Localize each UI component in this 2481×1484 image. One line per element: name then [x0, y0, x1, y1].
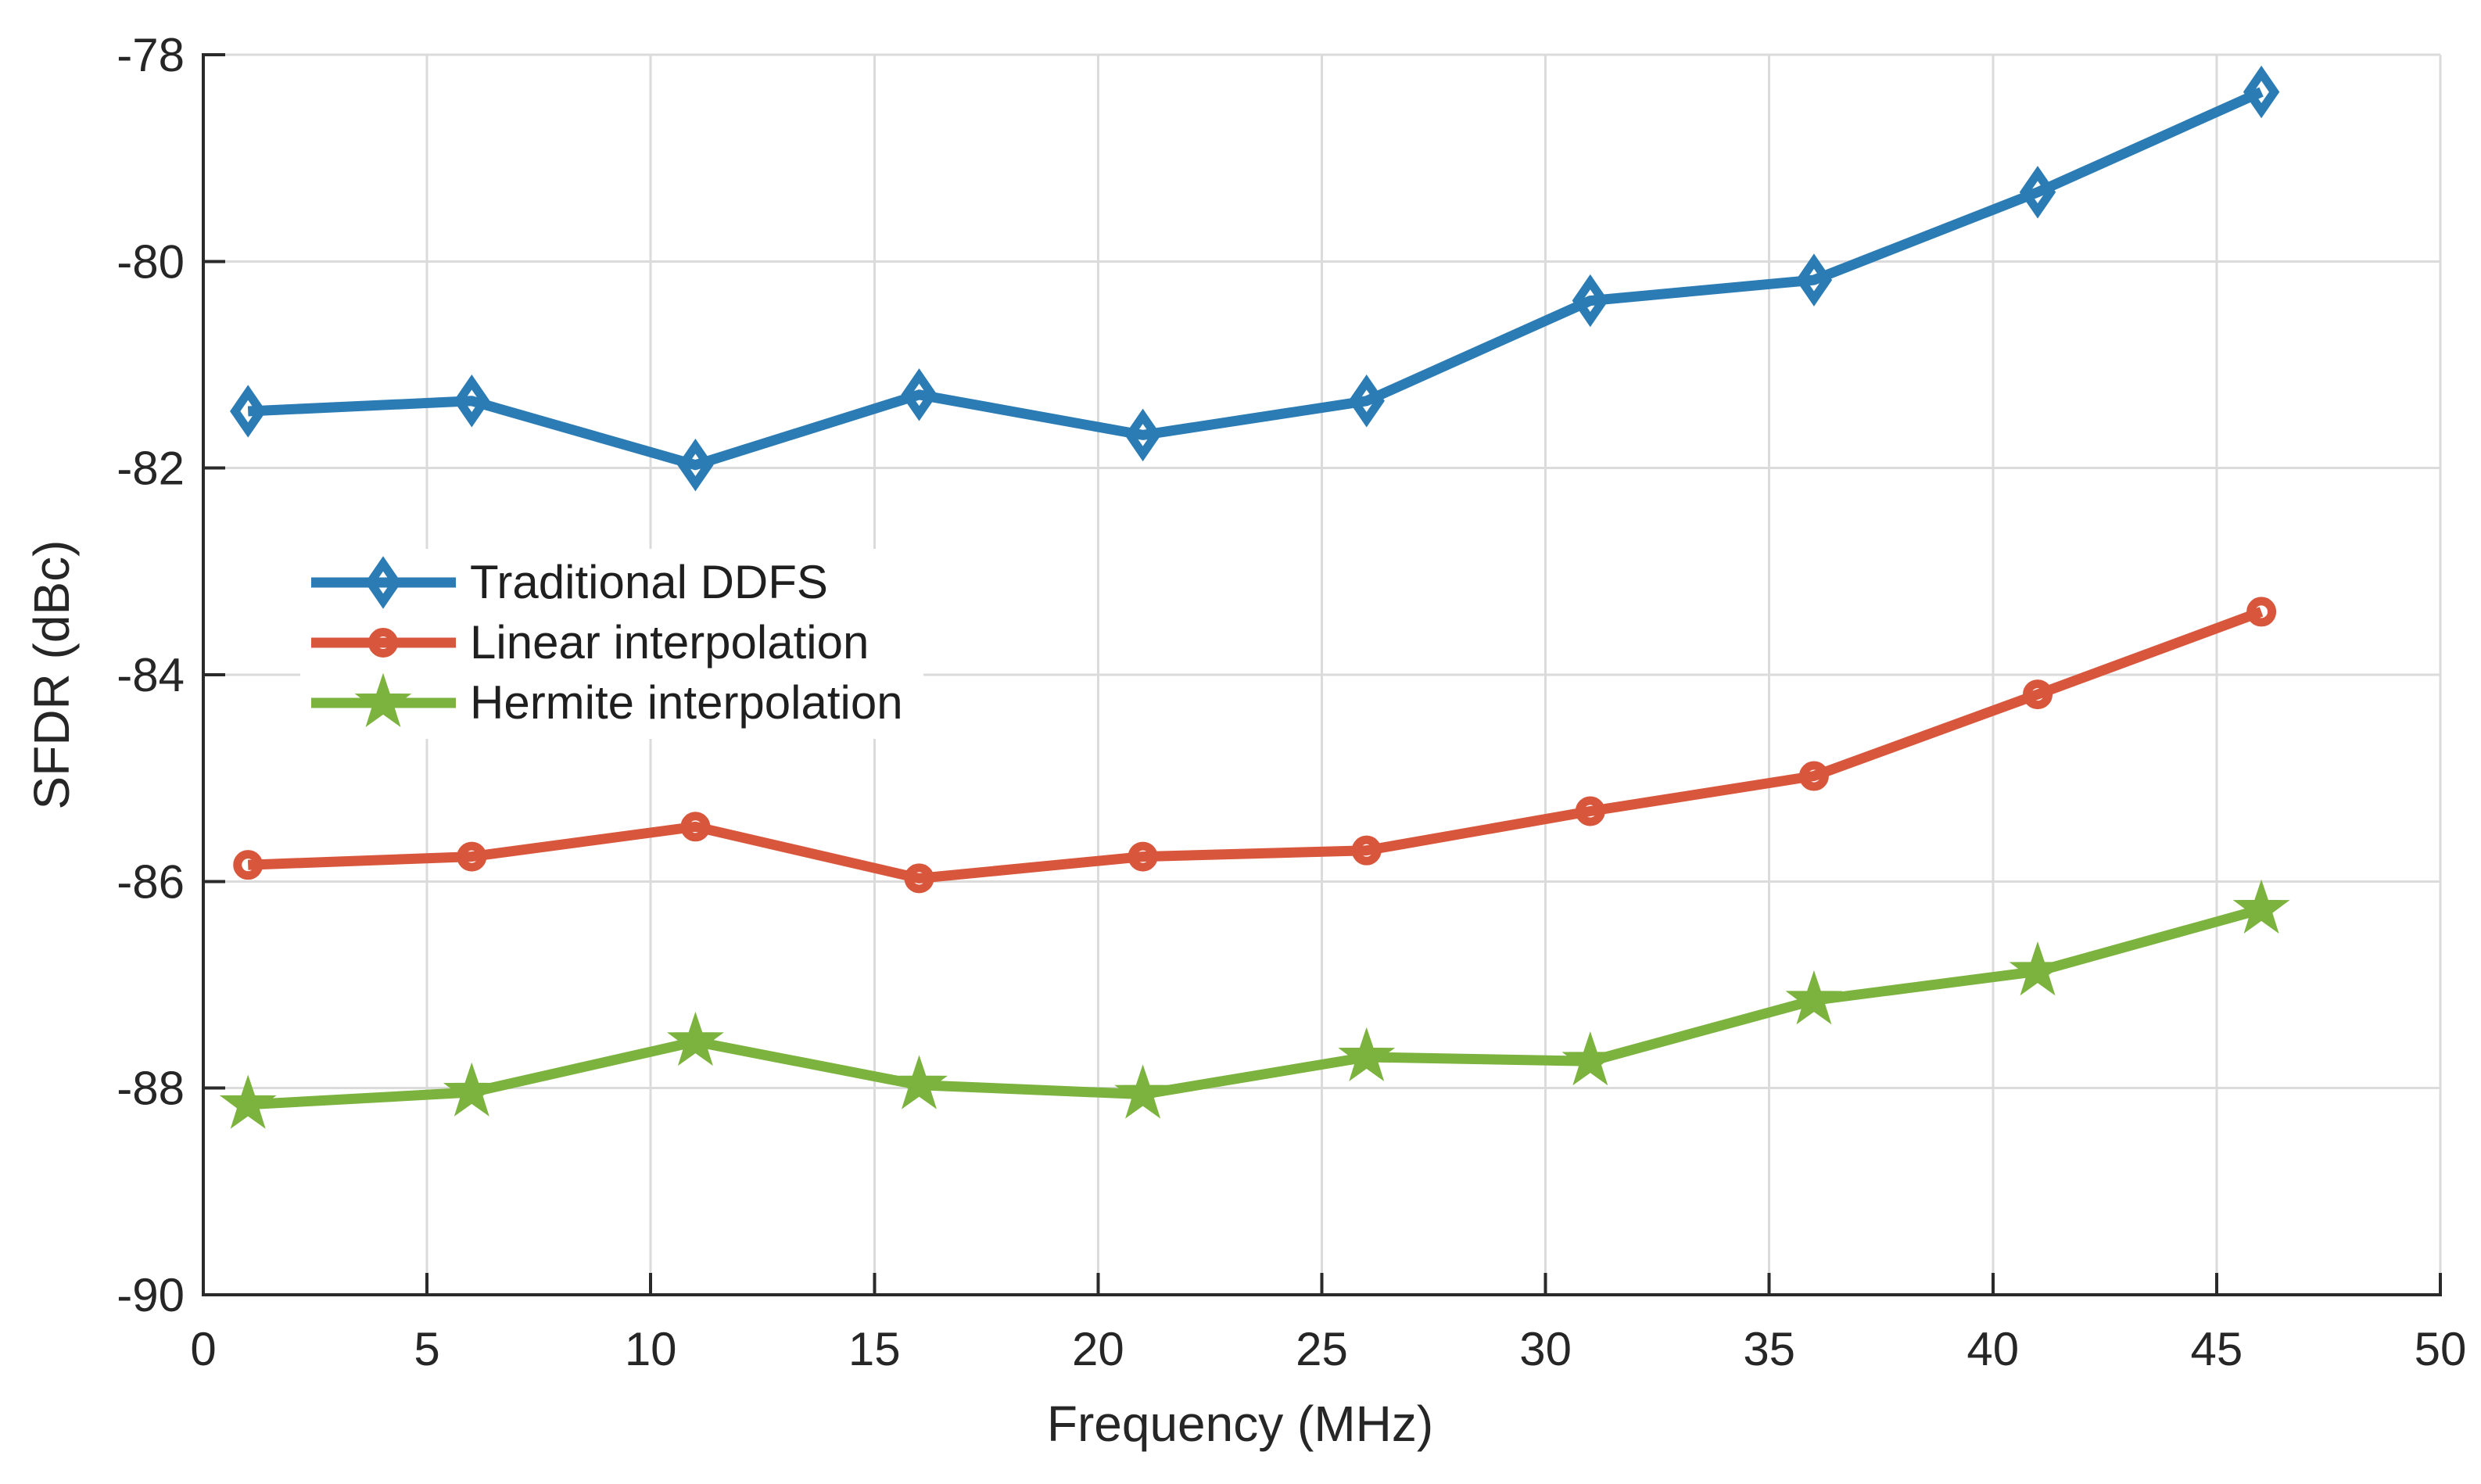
circle-marker-icon: [1575, 796, 1605, 826]
y-axis-title: SFDR (dBc): [23, 540, 80, 810]
diamond-marker-icon: [311, 555, 456, 609]
circle-marker-icon: [2023, 679, 2053, 710]
legend-item: Traditional DDFS: [311, 552, 903, 612]
x-tick-label: 30: [1519, 1323, 1572, 1375]
star-marker-icon: [219, 1074, 277, 1129]
star-marker-icon: [1114, 1064, 1172, 1119]
circle-marker-icon: [1351, 835, 1382, 866]
x-tick-label: 10: [625, 1323, 677, 1375]
y-tick-label: -78: [117, 29, 185, 81]
star-marker-icon: [2009, 941, 2067, 996]
star-marker-icon: [1338, 1027, 1396, 1081]
y-tick-label: -88: [117, 1063, 185, 1115]
x-tick-label: 5: [414, 1323, 439, 1375]
series-line-hermite-interpolation: [247, 904, 2263, 1110]
star-marker-icon: [1561, 1031, 1619, 1086]
diamond-marker-icon: [2243, 65, 2280, 119]
x-tick-label: 40: [1967, 1323, 2019, 1375]
circle-marker-icon: [368, 627, 398, 658]
y-tick-label: -90: [117, 1269, 185, 1321]
gridlines-layer: [203, 53, 2442, 1295]
x-tick-label: 15: [848, 1323, 901, 1375]
circle-marker-icon: [1128, 841, 1158, 872]
series-line-linear-interpolation: [247, 607, 2264, 884]
diamond-marker-icon: [454, 375, 490, 428]
y-tick-label: -82: [117, 443, 185, 495]
legend-label: Hermite interpolation: [470, 676, 903, 729]
y-tick-label: -86: [117, 855, 185, 908]
diamond-marker-icon: [901, 368, 938, 421]
diamond-marker-icon: [1348, 375, 1385, 428]
circle-marker-icon: [457, 841, 487, 872]
x-tick-label: 50: [2415, 1323, 2467, 1375]
circle-marker-icon: [2246, 597, 2277, 627]
circle-marker-icon: [233, 850, 264, 880]
x-tick-label: 0: [190, 1323, 216, 1375]
star-marker-icon: [311, 672, 456, 727]
star-marker-icon: [354, 672, 412, 727]
diamond-marker-icon: [677, 438, 714, 492]
legend: Traditional DDFS Linear interpolation He…: [300, 549, 923, 739]
star-marker-icon: [891, 1055, 948, 1109]
legend-item: Linear interpolation: [311, 612, 903, 672]
circle-marker-icon: [680, 812, 711, 842]
star-marker-icon: [443, 1062, 500, 1117]
x-axis-title: Frequency (MHz): [1047, 1396, 1433, 1452]
star-marker-icon: [667, 1011, 724, 1066]
x-tick-label: 25: [1296, 1323, 1348, 1375]
x-tick-label: 35: [1743, 1323, 1795, 1375]
star-marker-icon: [1785, 970, 1843, 1025]
data-series-layer: [219, 65, 2290, 1129]
diamond-marker-icon: [364, 555, 402, 609]
axes-layer: [202, 53, 2442, 1296]
x-tick-label: 20: [1072, 1323, 1124, 1375]
diamond-marker-icon: [230, 385, 267, 438]
diamond-marker-icon: [1572, 274, 1608, 328]
y-tick-label: -80: [117, 235, 185, 288]
series-line-traditional-ddfs: [247, 87, 2264, 471]
diamond-marker-icon: [1124, 408, 1161, 462]
circle-marker-icon: [1798, 761, 1829, 791]
legend-item: Hermite interpolation: [311, 672, 903, 733]
tick-labels-layer: 0 5 10 15 20 25 30 35 40 45 50 -90 -88 -86 -84 -82 -80 -7…: [117, 29, 2466, 1375]
circle-marker-icon: [311, 627, 456, 658]
diamond-marker-icon: [2019, 166, 2056, 219]
circle-marker-icon: [904, 863, 934, 894]
diamond-marker-icon: [1795, 253, 1833, 306]
legend-label: Linear interpolation: [470, 616, 869, 669]
star-marker-icon: [2232, 879, 2290, 934]
x-tick-label: 45: [2191, 1323, 2243, 1375]
y-tick-label: -84: [117, 649, 185, 701]
legend-label: Traditional DDFS: [470, 556, 828, 608]
